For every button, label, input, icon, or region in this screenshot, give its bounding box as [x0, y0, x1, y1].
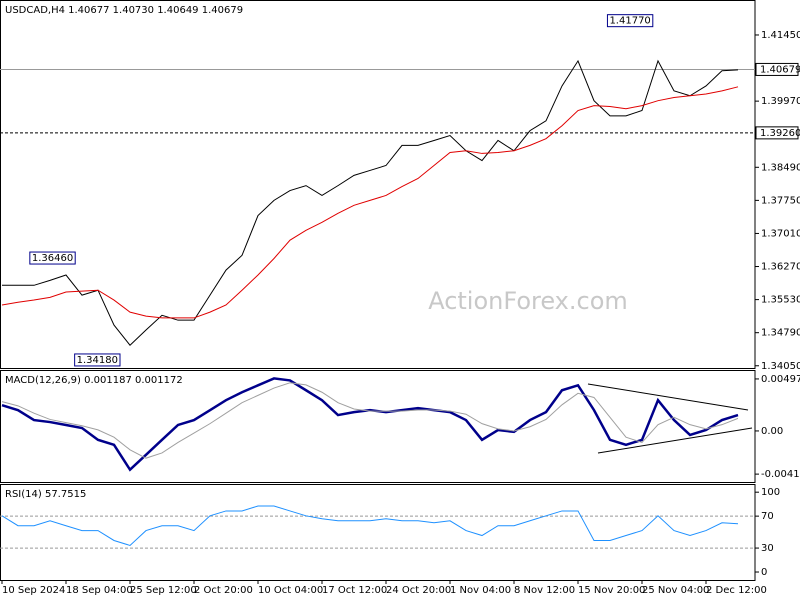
y-tick-label: 1.37750 [761, 195, 800, 206]
x-tick-label: 10 Oct 04:00 [258, 585, 323, 596]
price-tag-label: 1.39260 [760, 128, 800, 139]
x-tick-label: 15 Nov 20:00 [578, 585, 645, 596]
panel-title: USDCAD,H4 1.40677 1.40730 1.40649 1.4067… [5, 5, 243, 16]
y-tick-label: 1.34790 [761, 328, 800, 339]
y-tick-label: 70 [761, 511, 774, 522]
series-line [1, 382, 739, 459]
panel-frame [0, 484, 756, 581]
x-tick-label: 24 Oct 20:00 [386, 585, 451, 596]
annotation-label: 1.36460 [32, 253, 73, 264]
x-tick-label: 8 Nov 12:00 [514, 585, 575, 596]
price-tag-label: 1.40679 [760, 64, 800, 75]
x-tick-label: 25 Sep 12:00 [130, 585, 197, 596]
triangle-upper [587, 383, 749, 411]
series-line [2, 59, 739, 346]
panel-title: MACD(12,26,9) 0.001187 0.001172 [5, 375, 183, 386]
y-tick-label: 1.39970 [761, 96, 800, 107]
y-tick-label: 1.36270 [761, 262, 800, 273]
triangle-lower [597, 427, 753, 454]
y-tick-label: 1.38490 [761, 162, 800, 173]
y-tick-label: 100 [761, 487, 780, 498]
y-tick-label: 0.004971 [761, 374, 800, 385]
watermark: ActionForex.com [428, 287, 628, 315]
price-tag [755, 126, 799, 140]
x-tick-label: 10 Sep 2024 [2, 585, 65, 596]
annotation-box [74, 353, 121, 367]
annotation-label: 1.34180 [77, 355, 118, 366]
panel-frame [0, 0, 756, 369]
y-tick-label: 1.41450 [761, 30, 800, 41]
y-tick-label: 1.37010 [761, 228, 800, 239]
x-tick-label: 1 Nov 04:00 [450, 585, 511, 596]
y-tick-label: -0.004126 [761, 469, 800, 480]
y-tick-label: 1.35530 [761, 295, 800, 306]
series-line [1, 86, 739, 319]
annotation-label: 1.41770 [609, 16, 650, 27]
y-tick-label: 0.00 [761, 426, 783, 437]
y-tick-label: 30 [761, 543, 774, 554]
x-tick-label: 25 Nov 04:00 [642, 585, 709, 596]
x-tick-label: 17 Oct 12:00 [322, 585, 387, 596]
panel-title: RSI(14) 57.7515 [5, 489, 86, 500]
y-tick-label: 1.34050 [761, 361, 800, 372]
annotation-box [29, 251, 76, 265]
annotation-box [606, 14, 654, 28]
x-tick-label: 2 Oct 20:00 [194, 585, 253, 596]
panel-frame [0, 370, 756, 483]
y-tick-label: 0 [761, 567, 767, 578]
series-line [1, 377, 739, 472]
series-line [1, 505, 739, 546]
x-tick-label: 18 Sep 04:00 [66, 585, 133, 596]
price-tag [755, 62, 799, 76]
x-tick-label: 2 Dec 12:00 [706, 585, 767, 596]
